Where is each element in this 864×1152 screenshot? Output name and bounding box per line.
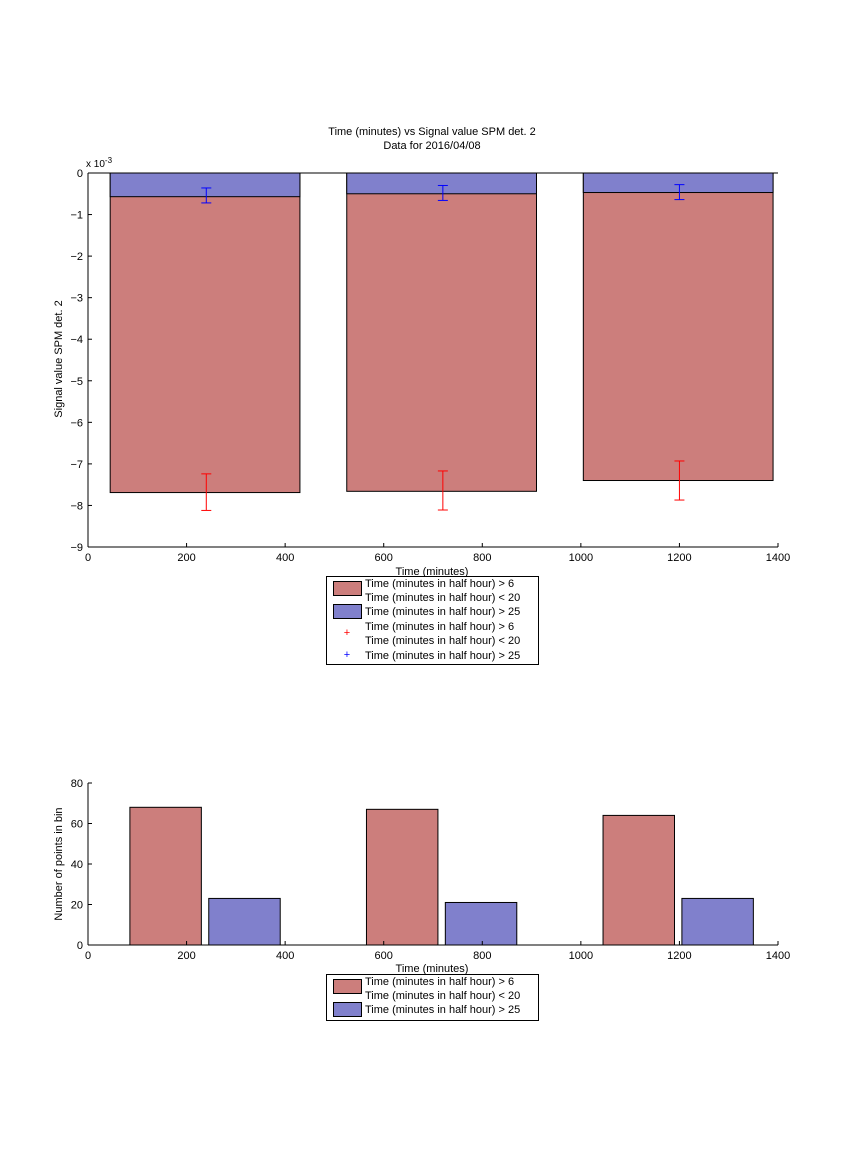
- legend-swatch-red: [333, 581, 362, 596]
- y-exponent-label: x 10-3: [86, 156, 113, 170]
- legend-signal: Time (minutes in half hour) > 6 Time (mi…: [326, 576, 539, 665]
- bar-red: [365, 808, 439, 946]
- y-tick-label: 80: [71, 778, 83, 790]
- x-tick-label: 400: [276, 552, 294, 564]
- chart-title: Time (minutes) vs Signal value SPM det. …: [328, 126, 535, 138]
- legend-label: Time (minutes in half hour) < 20: [365, 592, 521, 604]
- x-tick-label: 0: [85, 552, 91, 564]
- x-tick-label: 1000: [569, 552, 593, 564]
- y-tick-label: −6: [70, 417, 83, 429]
- legend-marker-red: +: [343, 627, 351, 639]
- signal-plot: 0 200 400 600 800 1000 1200 1400 0 −1 −2 −3 −4 −5 −6 −7…: [70, 168, 790, 564]
- legend-label: Time (minutes in half hour) > 25: [365, 606, 521, 618]
- errorbar-red: [674, 460, 685, 501]
- y-tick-label: 60: [71, 819, 83, 831]
- bar-red: [582, 172, 774, 482]
- x-tick-label: 800: [473, 552, 491, 564]
- legend-label: Time (minutes in half hour) > 6: [365, 976, 515, 988]
- x-tick-label: 1200: [667, 552, 691, 564]
- y-tick-label: −3: [70, 293, 83, 305]
- legend-label: Time (minutes in half hour) > 25: [365, 650, 521, 662]
- x-tick-label: 200: [177, 552, 195, 564]
- chart-subtitle: Data for 2016/04/08: [383, 140, 480, 152]
- x-tick-label: 1400: [766, 552, 790, 564]
- y-tick-label: −5: [70, 376, 83, 388]
- bar-red: [602, 814, 675, 946]
- x-tick-label: 1000: [569, 950, 593, 962]
- y-tick-label: −9: [70, 542, 83, 554]
- y-tick-label: −7: [70, 459, 83, 471]
- y-tick-label: 0: [77, 168, 83, 180]
- x-tick-label: 1200: [667, 950, 691, 962]
- legend-marker-blue: +: [343, 649, 351, 661]
- x-tick-label: 800: [473, 950, 491, 962]
- y-tick-label: 40: [71, 859, 83, 871]
- bar-blue: [346, 172, 537, 195]
- y-tick-label: −1: [70, 210, 83, 222]
- errorbar-blue: [674, 184, 685, 201]
- legend-label: Time (minutes in half hour) < 20: [365, 990, 521, 1002]
- y-axis-label: Signal value SPM det. 2: [53, 300, 65, 417]
- bar-blue: [444, 901, 518, 946]
- bar-red: [346, 172, 537, 492]
- y-tick-label: −8: [70, 500, 83, 512]
- y-tick-label: 20: [71, 900, 83, 912]
- legend-swatch-red: [333, 979, 362, 994]
- bar-blue: [681, 897, 754, 946]
- bar-blue: [109, 172, 301, 198]
- x-tick-label: 200: [177, 950, 195, 962]
- y-exponent-power: -3: [105, 156, 113, 165]
- y-exponent-base: x 10: [86, 159, 105, 170]
- bar-blue: [582, 172, 774, 194]
- x-tick-label: 600: [375, 950, 393, 962]
- errorbar-blue: [437, 184, 448, 201]
- legend-swatch-blue: [333, 1002, 362, 1017]
- errorbar-blue: [201, 187, 212, 204]
- errorbar-red: [437, 470, 448, 511]
- y-tick-label: 0: [77, 940, 83, 952]
- bar-blue: [208, 897, 281, 946]
- legend-label: Time (minutes in half hour) > 25: [365, 1004, 521, 1016]
- x-axis-label-2: Time (minutes): [396, 963, 469, 975]
- count-plot: 0 200 400 600 800 1000 1200 1400 0 20 40 60 80: [71, 778, 790, 962]
- x-tick-label: 1400: [766, 950, 790, 962]
- legend-swatch-blue: [333, 604, 362, 619]
- x-tick-label: 400: [276, 950, 294, 962]
- legend-label: Time (minutes in half hour) < 20: [365, 635, 521, 647]
- y-axis-label-2: Number of points in bin: [53, 807, 65, 920]
- y-tick-label: −4: [70, 334, 83, 346]
- y-tick-label: −2: [70, 251, 83, 263]
- x-axis-label: Time (minutes): [396, 566, 469, 578]
- errorbar-red: [201, 473, 212, 511]
- legend-label: Time (minutes in half hour) > 6: [365, 578, 515, 590]
- x-tick-label: 600: [375, 552, 393, 564]
- legend-count: Time (minutes in half hour) > 6 Time (mi…: [326, 974, 539, 1021]
- bar-red: [109, 172, 301, 494]
- x-tick-label: 0: [85, 950, 91, 962]
- bar-red: [129, 806, 202, 946]
- legend-label: Time (minutes in half hour) > 6: [365, 621, 515, 633]
